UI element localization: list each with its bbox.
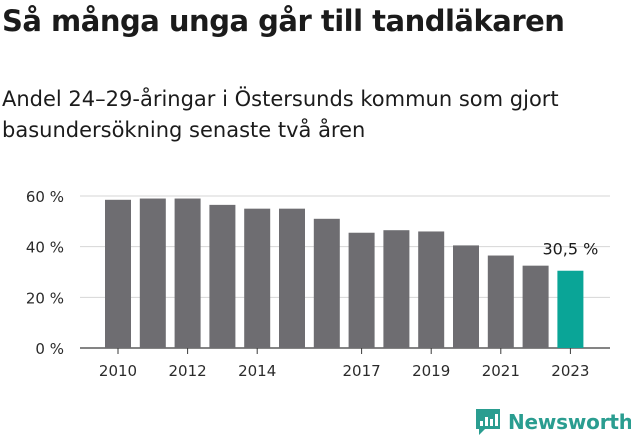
x-tick-label: 2014 xyxy=(238,362,276,380)
bar-2020 xyxy=(453,245,479,348)
x-tick-label: 2017 xyxy=(343,362,381,380)
y-tick-label: 40 % xyxy=(26,239,64,257)
bar-2021 xyxy=(487,255,514,348)
newsworthy-brand: Newsworthy xyxy=(474,406,631,438)
x-tick-label: 2023 xyxy=(551,362,589,380)
x-tick-label: 2019 xyxy=(412,362,450,380)
bar-2018 xyxy=(383,230,410,348)
bar-2017 xyxy=(348,232,375,348)
y-tick-label: 20 % xyxy=(26,289,64,307)
chart-subtitle: Andel 24–29-åringar i Östersunds kommun … xyxy=(2,87,559,142)
bar-2012 xyxy=(174,198,201,348)
bar-2015 xyxy=(279,208,305,348)
bar-2019 xyxy=(418,231,445,348)
bar-2014 xyxy=(244,208,271,348)
bar-2013 xyxy=(209,204,236,348)
y-tick-label: 60 % xyxy=(26,188,64,206)
bar-2011 xyxy=(139,198,166,348)
chart-title: Så många unga går till tandläkaren xyxy=(2,4,565,38)
x-tick-label: 2010 xyxy=(99,362,137,380)
bar-2010 xyxy=(105,199,131,348)
data-label: 30,5 % xyxy=(542,240,598,259)
bar-2022 xyxy=(522,265,549,348)
bar-2016 xyxy=(313,218,340,348)
x-tick-label: 2021 xyxy=(482,362,520,380)
bar-chart: 0 % 20 % 40 % 60 % 2010 2012 2014 2017 2019 2021 2… xyxy=(26,188,610,380)
y-tick-label: 0 % xyxy=(35,340,64,358)
x-tick-label: 2012 xyxy=(169,362,207,380)
bar-2023 xyxy=(557,270,584,348)
newsworthy-logo-icon xyxy=(476,409,500,435)
brand-name: Newsworthy xyxy=(508,410,631,434)
